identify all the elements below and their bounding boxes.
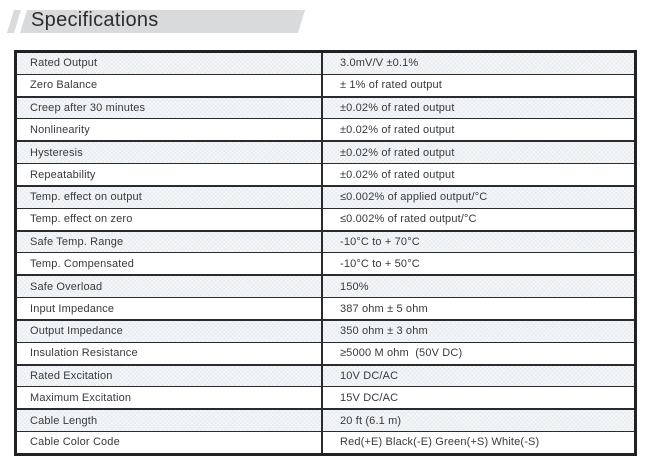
- spec-value: 15V DC/AC: [340, 391, 399, 404]
- spec-label: Nonlinearity: [17, 119, 323, 141]
- spec-label: Cable Color Code: [17, 432, 323, 453]
- spec-value: ±0.02% of rated output: [340, 168, 455, 181]
- spec-label: Rated Excitation: [17, 365, 323, 387]
- table-row: Input Impedance 387 ohm ± 5 ohm: [17, 298, 634, 321]
- table-row: Repeatability ±0.02% of rated output: [17, 164, 634, 187]
- spec-value: -10°C to + 50°C: [340, 257, 420, 270]
- spec-value: 10V DC/AC: [323, 365, 634, 387]
- table-row: Rated Excitation 10V DC/AC: [17, 365, 634, 388]
- spec-value: 20 ft (6.1 m): [323, 410, 634, 432]
- spec-label: Cable Length: [17, 410, 323, 432]
- page-title: Specifications: [31, 9, 159, 31]
- spec-value: ± 1% of rated output: [340, 79, 442, 92]
- table-row: Safe Temp. Range -10°C to + 70°C: [17, 231, 634, 254]
- spec-label: Rated Output: [17, 53, 323, 74]
- specifications-table: Rated Output 3.0mV/V ±0.1% Zero Balance …: [14, 50, 637, 456]
- spec-value: -10°C to + 70°C: [323, 231, 634, 253]
- table-row: Creep after 30 minutes ±0.02% of rated o…: [17, 97, 634, 120]
- table-row: Temp. Compensated -10°C to + 50°C: [17, 253, 634, 277]
- table-row: Cable Color Code Red(+E) Black(-E) Green…: [17, 432, 634, 453]
- spec-label: Output Impedance: [17, 320, 323, 342]
- spec-label: Input Impedance: [17, 298, 323, 319]
- table-row: Rated Output 3.0mV/V ±0.1%: [17, 53, 634, 75]
- table-row: Maximum Excitation 15V DC/AC: [17, 387, 634, 411]
- spec-label: Temp. Compensated: [17, 253, 323, 275]
- spec-value: ±0.02% of rated output: [323, 142, 634, 164]
- spec-value: ±0.02% of rated output: [340, 123, 455, 136]
- table-row: Cable Length 20 ft (6.1 m): [17, 410, 634, 433]
- table-row: Temp. effect on output ≤0.002% of applie…: [17, 186, 634, 209]
- spec-value: 387 ohm ± 5 ohm: [340, 302, 428, 315]
- spec-label: Maximum Excitation: [17, 387, 323, 409]
- spec-value: Red(+E) Black(-E) Green(+S) White(-S): [340, 436, 540, 449]
- spec-value: 350 ohm ± 3 ohm: [323, 320, 634, 342]
- spec-value: ≤0.002% of rated output/°C: [340, 213, 477, 226]
- table-row: Nonlinearity ±0.02% of rated output: [17, 119, 634, 143]
- spec-value: ±0.02% of rated output: [323, 97, 634, 119]
- spec-value: ≤0.002% of applied output/°C: [323, 186, 634, 208]
- table-row: Safe Overload 150%: [17, 276, 634, 299]
- spec-value: ≥5000 M ohm (50V DC): [340, 347, 463, 360]
- table-row: Hysteresis ±0.02% of rated output: [17, 142, 634, 165]
- spec-label: Safe Temp. Range: [17, 231, 323, 253]
- spec-label: Zero Balance: [17, 74, 323, 96]
- spec-label: Temp. effect on zero: [17, 208, 323, 230]
- spec-label: Safe Overload: [17, 276, 323, 298]
- spec-label: Repeatability: [17, 164, 323, 185]
- table-row: Output Impedance 350 ohm ± 3 ohm: [17, 320, 634, 343]
- spec-label: Creep after 30 minutes: [17, 97, 323, 119]
- spec-label: Temp. effect on output: [17, 186, 323, 208]
- spec-value: 150%: [323, 276, 634, 298]
- spec-value: 3.0mV/V ±0.1%: [323, 53, 634, 74]
- spec-label: Insulation Resistance: [17, 342, 323, 364]
- table-row: Zero Balance ± 1% of rated output: [17, 74, 634, 98]
- table-row: Insulation Resistance ≥5000 M ohm (50V D…: [17, 342, 634, 366]
- spec-label: Hysteresis: [17, 142, 323, 164]
- table-row: Temp. effect on zero ≤0.002% of rated ou…: [17, 208, 634, 232]
- banner-slash-decoration: [6, 10, 21, 33]
